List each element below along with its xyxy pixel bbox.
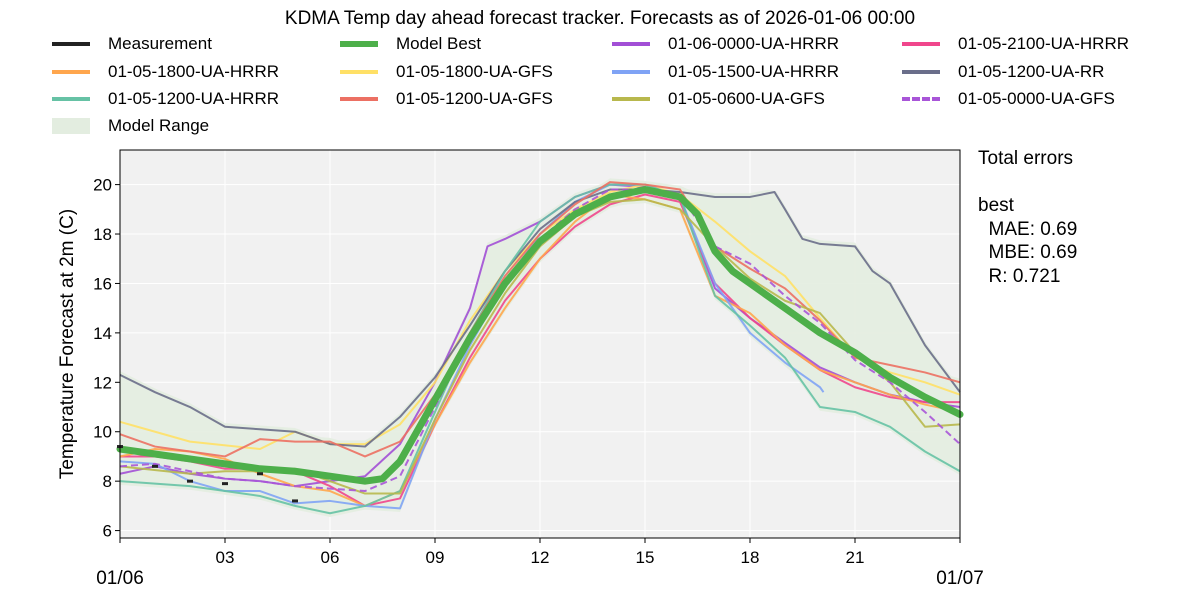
legend-swatch [340,41,378,47]
y-tick-label: 16 [93,274,112,293]
legend-label: Model Range [108,116,210,135]
y-tick-label: 12 [93,373,112,392]
legend-swatch [52,97,90,101]
legend-swatch [902,42,940,46]
chart-title: KDMA Temp day ahead forecast tracker. Fo… [284,8,916,29]
legend-item: 01-05-1200-UA-HRRR [52,87,279,111]
x-tick-label: 06 [321,548,340,567]
x-tick-label: 18 [741,548,760,567]
y-axis-label: Temperature Forecast at 2m (C) [57,209,78,479]
legend-label: 01-05-1800-UA-GFS [396,62,553,81]
errors-r: R: 0.721 [978,265,1061,287]
legend-label: Measurement [108,34,212,53]
x-tick-label: 21 [846,548,865,567]
series-line-01-05-1200-ua-rr [119,188,961,448]
legend-item: 01-05-0600-UA-GFS [612,87,825,111]
errors-model: best [978,195,1014,216]
y-tick-label: 14 [93,324,112,343]
legend-item: 01-05-2100-UA-HRRR [902,32,1129,56]
y-tick-label: 6 [103,522,112,541]
y-tick-label: 18 [93,225,112,244]
legend-item: 01-05-1800-UA-HRRR [52,60,279,84]
x-tick-label: 15 [636,548,655,567]
legend-swatch [52,42,90,46]
legend-item: 01-05-1200-UA-RR [902,60,1104,84]
legend-label: 01-05-1200-UA-RR [958,62,1105,81]
legend-item: Model Range [52,114,209,138]
legend-label: 01-05-1200-UA-HRRR [108,89,280,108]
x-tick-label: 03 [216,548,235,567]
series-line-01-05-1200-ua-gfs [119,181,961,458]
errors-heading: Total errors [978,148,1074,169]
y-tick-label: 8 [103,472,112,491]
legend-swatch [612,42,650,46]
legend-label: 01-05-1800-UA-HRRR [108,62,280,81]
legend-item: 01-05-1500-UA-HRRR [612,60,839,84]
legend-swatch [612,97,650,101]
legend-item: 01-05-1800-UA-GFS [340,60,553,84]
y-tick-label: 20 [93,176,112,195]
legend-label: 01-06-0000-UA-HRRR [668,34,840,53]
legend-label: 01-05-2100-UA-HRRR [958,34,1130,53]
x-date-label: 01/06 [96,568,144,589]
legend-item: Model Best [340,32,481,56]
y-tick-label: 10 [93,423,112,442]
x-date-label: 01/07 [936,568,984,589]
legend-item: 01-05-1200-UA-GFS [340,87,553,111]
legend-swatch [340,97,378,101]
legend-swatch [340,70,378,74]
legend-label: 01-05-0000-UA-GFS [958,89,1115,108]
legend-swatch [52,118,90,134]
error-stats: Total errors best MAE: 0.69 MBE: 0.69 R:… [978,147,1077,288]
legend-item: 01-06-0000-UA-HRRR [612,32,839,56]
errors-mbe: MBE: 0.69 [978,242,1078,263]
series-line-01-05-1200-ua-hrrr [119,183,961,515]
model-best-line [116,186,964,485]
legend-label: 01-05-0600-UA-GFS [668,89,825,108]
errors-mae: MAE: 0.69 [978,218,1078,240]
legend-swatch [52,70,90,74]
x-tick-label: 09 [426,548,445,567]
legend-item: Measurement [52,32,212,56]
x-tick-label: 12 [531,548,550,567]
legend-swatch [902,97,940,101]
legend-label: 01-05-1200-UA-GFS [396,89,553,108]
legend-label: 01-05-1500-UA-HRRR [668,62,840,81]
legend-item: 01-05-0000-UA-GFS [902,87,1115,111]
legend-swatch [902,70,940,74]
legend-swatch [612,70,650,74]
legend-label: Model Best [396,34,482,53]
